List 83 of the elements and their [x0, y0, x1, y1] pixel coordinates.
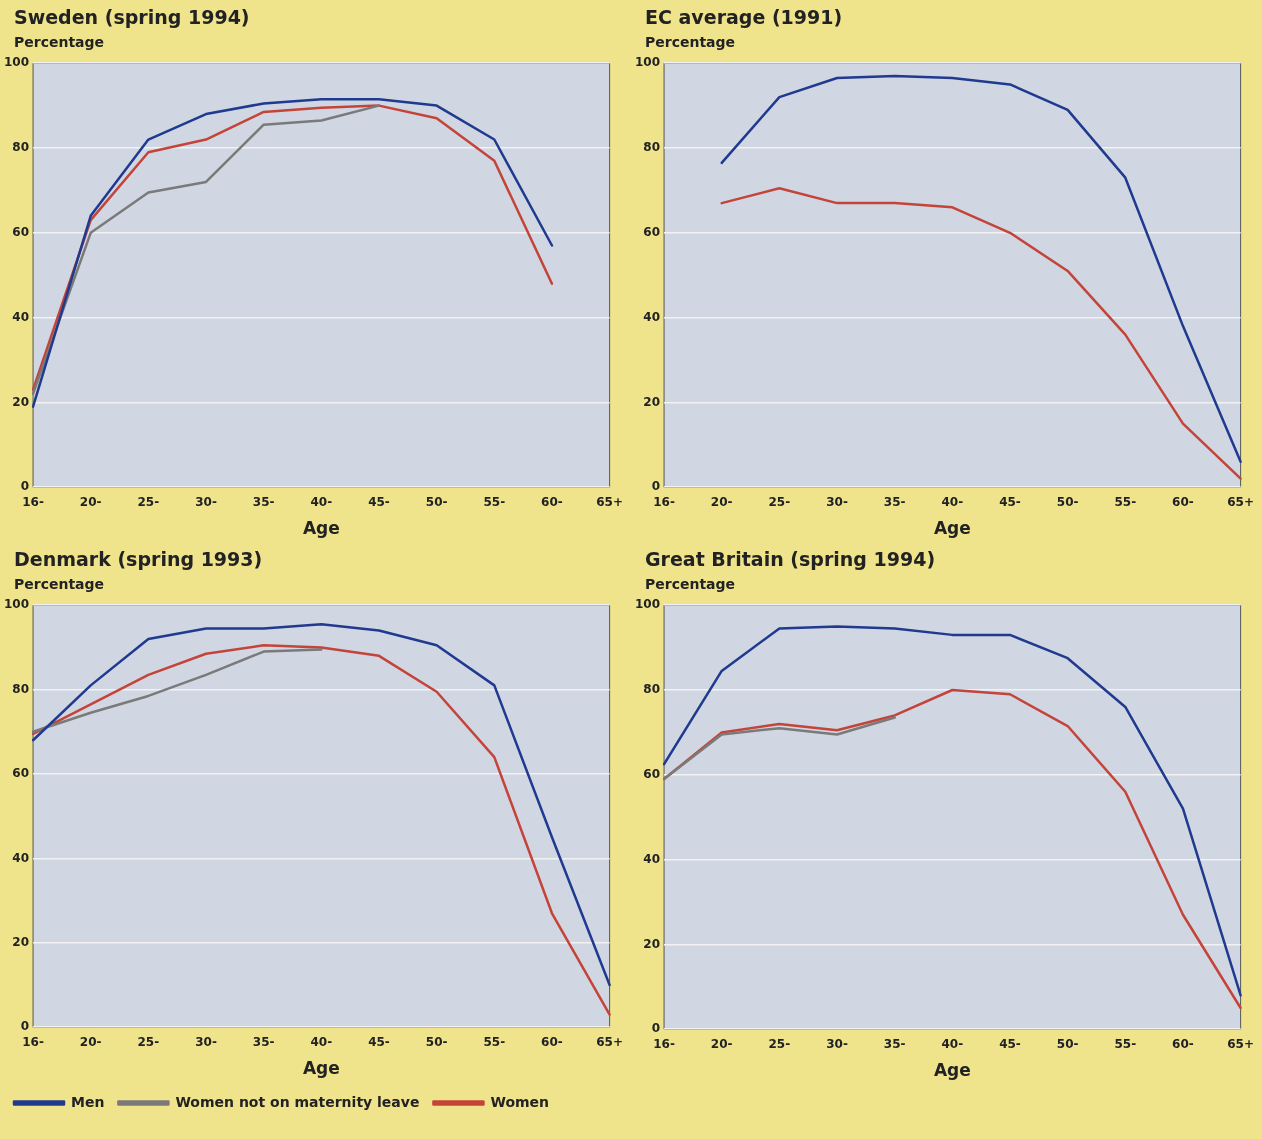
- y-tick-label: 20: [643, 394, 661, 409]
- x-tick-label: 55-: [1114, 1036, 1137, 1051]
- x-tick-label: 30-: [195, 1034, 217, 1049]
- x-tick-label: 30-: [195, 494, 217, 509]
- x-tick-label: 35-: [883, 494, 906, 509]
- x-tick-label: 50-: [425, 1034, 448, 1049]
- x-tick-label: 45-: [999, 1036, 1021, 1051]
- x-axis-title: Age: [302, 1058, 340, 1079]
- x-tick-label: 30-: [826, 1036, 848, 1051]
- x-tick-label: 40-: [941, 1036, 964, 1051]
- x-tick-label: 16-: [653, 494, 675, 509]
- chart-title: EC average (1991): [644, 5, 844, 30]
- y-axis-title: Percentage: [644, 576, 737, 594]
- chart-title: Great Britain (spring 1994): [644, 547, 937, 572]
- x-tick-label: 35-: [252, 1034, 275, 1049]
- x-tick-label: 35-: [252, 494, 275, 509]
- x-tick-label: 65+: [596, 1034, 624, 1049]
- y-tick-label: 0: [20, 1019, 30, 1034]
- y-tick-label: 60: [643, 224, 661, 239]
- x-tick-label: 45-: [368, 494, 390, 509]
- x-tick-label: 60-: [541, 494, 563, 509]
- x-tick-label: 55-: [483, 494, 506, 509]
- y-tick-label: 0: [651, 479, 661, 494]
- x-tick-label: 55-: [1114, 494, 1137, 509]
- x-tick-label: 40-: [310, 1034, 333, 1049]
- y-tick-label: 60: [12, 766, 30, 781]
- x-tick-label: 65+: [1227, 494, 1255, 509]
- x-tick-label: 16-: [653, 1036, 675, 1051]
- y-tick-label: 60: [12, 224, 30, 239]
- x-tick-label: 50-: [425, 494, 448, 509]
- x-tick-label: 20-: [79, 1034, 102, 1049]
- x-tick-label: 50-: [1056, 494, 1079, 509]
- y-tick-label: 20: [12, 394, 30, 409]
- legend-label: Women: [490, 1093, 550, 1110]
- y-axis-title: Percentage: [13, 34, 106, 52]
- y-tick-label: 20: [643, 936, 661, 951]
- y-tick-label: 0: [20, 479, 30, 494]
- y-tick-label: 80: [12, 681, 30, 696]
- x-tick-label: 16-: [22, 1034, 44, 1049]
- y-tick-label: 80: [643, 682, 661, 697]
- x-tick-label: 50-: [1056, 1036, 1079, 1051]
- x-tick-label: 16-: [22, 494, 44, 509]
- x-tick-label: 35-: [883, 1036, 906, 1051]
- x-tick-label: 20-: [79, 494, 102, 509]
- y-tick-label: 100: [3, 597, 30, 612]
- x-tick-label: 45-: [999, 494, 1021, 509]
- x-tick-label: 25-: [137, 1034, 160, 1049]
- y-tick-label: 0: [651, 1021, 661, 1036]
- legend-label: Women not on maternity leave: [175, 1093, 420, 1110]
- x-axis-title: Age: [933, 1060, 971, 1081]
- y-tick-label: 80: [12, 140, 30, 155]
- x-tick-label: 60-: [1172, 1036, 1194, 1051]
- x-tick-label: 25-: [137, 494, 160, 509]
- x-tick-label: 60-: [1172, 494, 1194, 509]
- y-tick-label: 40: [12, 309, 30, 324]
- y-tick-label: 80: [643, 140, 661, 155]
- y-tick-label: 40: [643, 851, 661, 866]
- y-tick-label: 100: [634, 55, 661, 70]
- x-tick-label: 60-: [541, 1034, 563, 1049]
- x-axis-title: Age: [933, 518, 971, 539]
- y-tick-label: 60: [643, 766, 661, 781]
- chart-title: Denmark (spring 1993): [13, 547, 264, 572]
- x-tick-label: 45-: [368, 1034, 390, 1049]
- x-tick-label: 55-: [483, 1034, 506, 1049]
- x-tick-label: 30-: [826, 494, 848, 509]
- y-tick-label: 100: [634, 597, 661, 612]
- y-axis-title: Percentage: [13, 576, 106, 594]
- x-tick-label: 20-: [710, 494, 733, 509]
- x-tick-label: 25-: [768, 494, 791, 509]
- y-axis-title: Percentage: [644, 34, 737, 52]
- chart-title: Sweden (spring 1994): [13, 5, 251, 30]
- x-tick-label: 40-: [310, 494, 333, 509]
- x-axis-title: Age: [302, 518, 340, 539]
- legend-label: Men: [71, 1093, 105, 1110]
- x-tick-label: 40-: [941, 494, 964, 509]
- y-tick-label: 100: [3, 55, 30, 70]
- y-tick-label: 20: [12, 934, 30, 949]
- x-tick-label: 20-: [710, 1036, 733, 1051]
- x-tick-label: 25-: [768, 1036, 791, 1051]
- x-tick-label: 65+: [1227, 1036, 1255, 1051]
- x-tick-label: 65+: [596, 494, 624, 509]
- y-tick-label: 40: [12, 850, 30, 865]
- y-tick-label: 40: [643, 309, 661, 324]
